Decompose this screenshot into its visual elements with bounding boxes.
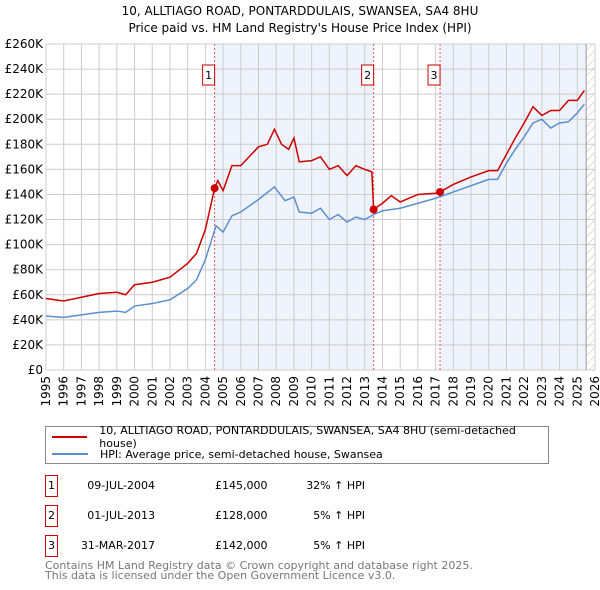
legend-item-hpi: HPI: Average price, semi-detached house,…	[52, 446, 383, 462]
x-tick-label: 1998	[92, 376, 106, 407]
sale-marker-box: 3	[45, 535, 58, 557]
legend: 10, ALLTIAGO ROAD, PONTARDDULAIS, SWANSE…	[45, 424, 549, 464]
x-tick-label: 2017	[429, 376, 443, 407]
x-tick-label: 2023	[535, 376, 549, 407]
x-tick-label: 2005	[216, 376, 230, 407]
x-tick-label: 2026	[588, 376, 600, 407]
y-tick-label: £0	[28, 363, 43, 377]
x-tick-label: 2007	[252, 376, 266, 407]
x-tick-label: 2020	[482, 376, 496, 407]
chart-title: 10, ALLTIAGO ROAD, PONTARDDULAIS, SWANSE…	[122, 4, 479, 18]
x-tick-label: 2002	[163, 376, 177, 407]
sale-date: 31-MAR-2017	[80, 539, 155, 552]
x-tick-label: 2006	[234, 376, 248, 407]
y-tick-label: £60K	[12, 288, 44, 302]
x-tick-label: 1997	[74, 376, 88, 407]
x-tick-label: 2004	[198, 376, 212, 407]
x-tick-label: 2016	[411, 376, 425, 407]
sale-row: 1 09-JUL-2004 £145,000 32% ↑ HPI	[45, 475, 445, 497]
x-tick-label: 2012	[340, 376, 354, 407]
shaded-period	[440, 44, 587, 370]
forecast-hatch	[586, 44, 595, 370]
sale-marker-box: 2	[45, 505, 58, 527]
legend-label: 10, ALLTIAGO ROAD, PONTARDDULAIS, SWANSE…	[99, 424, 516, 450]
sale-hpi: 32% ↑ HPI	[306, 479, 365, 492]
y-tick-label: £120K	[5, 213, 45, 227]
sale-price: £145,000	[215, 479, 268, 492]
chart-subtitle: Price paid vs. HM Land Registry's House …	[128, 21, 471, 35]
x-tick-label: 1995	[39, 376, 53, 407]
footer-line: This data is licensed under the Open Gov…	[45, 569, 396, 582]
sale-label: 3	[431, 69, 438, 82]
sale-hpi: 5% ↑ HPI	[313, 539, 365, 552]
x-tick-label: 2013	[358, 376, 372, 407]
x-tick-label: 2024	[553, 376, 567, 407]
sale-row: 2 01-JUL-2013 £128,000 5% ↑ HPI	[45, 505, 445, 527]
sale-point	[210, 184, 219, 193]
hpi-line	[45, 103, 585, 319]
y-tick-label: £240K	[5, 62, 45, 76]
sale-label-box	[202, 64, 216, 86]
x-tick-label: 2025	[570, 376, 584, 407]
y-tick-label: £100K	[5, 238, 45, 252]
sale-hpi: 5% ↑ HPI	[313, 509, 365, 522]
y-tick-label: £220K	[5, 87, 45, 101]
x-tick-label: 2014	[375, 376, 389, 407]
y-tick-label: £260K	[5, 37, 45, 51]
y-tick-label: £80K	[12, 263, 44, 277]
x-tick-label: 2009	[287, 376, 301, 407]
red-line-swatch	[52, 436, 88, 438]
sale-marker-box: 1	[45, 475, 58, 497]
x-tick-label: 2022	[517, 376, 531, 407]
x-tick-label: 1999	[110, 376, 124, 407]
sale-label: 2	[364, 69, 371, 82]
sale-label-box	[427, 64, 441, 86]
sale-price: £142,000	[215, 539, 268, 552]
sale-label: 1	[205, 69, 212, 82]
footer: Contains HM Land Registry data © Crown c…	[45, 559, 473, 582]
x-tick-label: 2011	[322, 376, 336, 407]
sale-date: 09-JUL-2004	[87, 479, 155, 492]
x-tick-label: 2015	[393, 376, 407, 407]
sale-point	[436, 187, 445, 196]
y-tick-label: £20K	[12, 338, 44, 352]
property-price-line	[45, 89, 585, 302]
y-tick-label: £40K	[12, 313, 44, 327]
x-tick-label: 2003	[181, 376, 195, 407]
y-tick-label: £200K	[5, 112, 45, 126]
x-tick-label: 2019	[464, 376, 478, 407]
sale-label-box	[361, 64, 375, 86]
x-tick-label: 2021	[499, 376, 513, 407]
x-tick-label: 2000	[128, 376, 142, 407]
y-tick-label: £180K	[5, 137, 45, 151]
price-chart: 10, ALLTIAGO ROAD, PONTARDDULAIS, SWANSE…	[5, 4, 600, 407]
footer-line: Contains HM Land Registry data © Crown c…	[45, 559, 473, 572]
x-tick-label: 2008	[269, 376, 283, 407]
blue-line-swatch	[52, 453, 88, 455]
legend-label: HPI: Average price, semi-detached house,…	[100, 447, 383, 461]
sale-point	[369, 205, 378, 214]
legend-item-property: 10, ALLTIAGO ROAD, PONTARDDULAIS, SWANSE…	[52, 424, 548, 450]
y-tick-label: £160K	[5, 162, 45, 176]
y-tick-label: £140K	[5, 187, 45, 201]
sale-row: 3 31-MAR-2017 £142,000 5% ↑ HPI	[45, 535, 445, 557]
x-tick-label: 1996	[57, 376, 71, 407]
sale-price: £128,000	[215, 509, 268, 522]
sale-date: 01-JUL-2013	[87, 509, 155, 522]
x-tick-label: 2010	[305, 376, 319, 407]
x-tick-label: 2018	[446, 376, 460, 407]
x-tick-label: 2001	[145, 376, 159, 407]
